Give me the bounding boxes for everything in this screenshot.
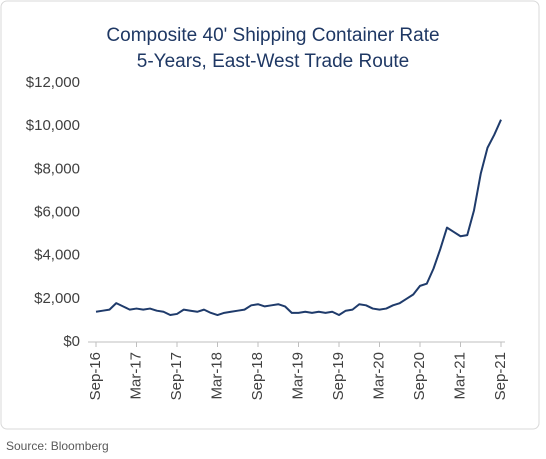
x-tick-label: Sep-21	[492, 352, 509, 400]
chart-subtitle: 5-Years, East-West Trade Route	[137, 51, 409, 72]
y-tick-label: $4,000	[34, 247, 80, 264]
y-tick-label: $2,000	[34, 290, 80, 307]
x-tick-label: Mar-17	[127, 352, 144, 400]
y-tick-label: $6,000	[34, 203, 80, 220]
x-tick-label: Sep-16	[87, 352, 104, 400]
chart-frame	[0, 0, 540, 430]
chart-title: Composite 40' Shipping Container Rate	[106, 25, 439, 46]
y-tick-label: $8,000	[34, 160, 80, 177]
x-tick-label: Mar-21	[451, 352, 468, 400]
x-tick-label: Mar-20	[370, 352, 387, 400]
x-tick-label: Mar-19	[289, 352, 306, 400]
source: Source: Bloomberg	[6, 439, 109, 453]
x-tick-label: Sep-19	[330, 352, 347, 400]
x-tick-label: Mar-18	[208, 352, 225, 400]
x-tick-label: Sep-18	[249, 352, 266, 400]
x-tick-label: Sep-20	[411, 352, 428, 400]
x-tick-label: Sep-17	[168, 352, 185, 400]
data-line	[95, 119, 502, 317]
y-tick-label: $10,000	[26, 117, 80, 134]
y-tick-label: $12,000	[26, 74, 80, 91]
y-tick-label: $0	[63, 333, 80, 350]
